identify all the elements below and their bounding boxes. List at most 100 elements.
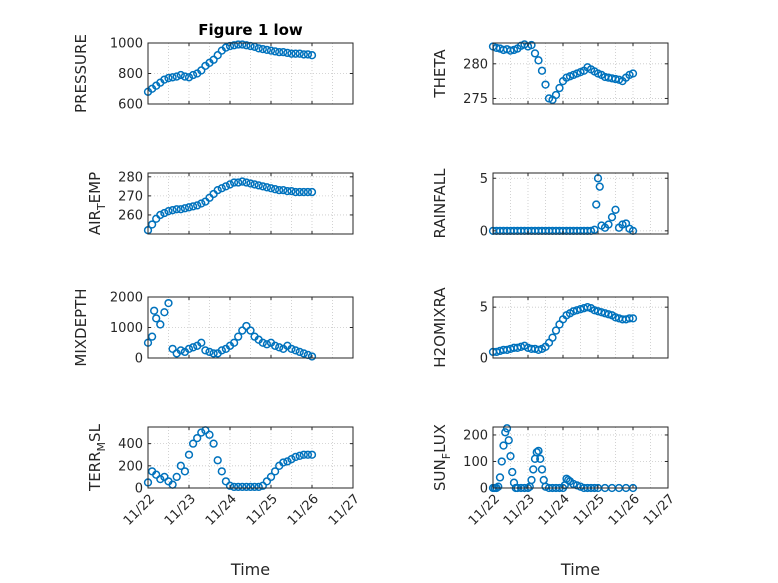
data-point [172,472,181,482]
data-point [275,343,284,352]
y-tick-label: 275 [463,92,488,107]
data-point [283,186,292,196]
data-point [160,208,169,218]
data-point [307,187,317,197]
data-point [604,310,613,319]
x-tick-label: 11/22 [466,492,503,529]
data-point [147,332,157,341]
data-point [234,40,243,49]
x-tick-label: 11/27 [326,492,363,529]
x-tick-label: 11/25 [244,492,281,529]
data-point [287,455,296,464]
data-point [287,49,296,58]
data-point [180,72,190,81]
data-point [262,340,272,349]
data-point [262,183,272,192]
y-axis-label: MIXDEPTH [72,288,90,366]
y-tick-label: 1000 [110,37,143,52]
x-tick-label: 11/23 [162,492,199,529]
data-point [303,187,313,197]
data-point [295,187,304,197]
data-point [184,344,194,354]
data-point [152,314,161,323]
data-point [209,439,218,448]
data-point [197,66,206,75]
data-point [534,56,543,65]
x-tick-label: 11/27 [641,492,678,529]
data-point [193,433,202,443]
data-point [537,465,547,474]
data-point [495,473,505,482]
data-point [254,482,263,492]
data-point [303,50,313,59]
subplot-air: 260 270 280 AIRTEMP [86,170,354,235]
data-point [254,181,263,190]
data-point [551,90,561,100]
data-point [172,72,181,81]
data-point [254,44,263,53]
data-point [238,177,247,186]
data-point [209,55,218,64]
data-point [242,41,251,50]
data-point [262,477,272,486]
data-point [201,346,210,355]
data-point [299,450,308,459]
data-point [168,344,177,354]
data-point [197,338,206,347]
data-point [604,220,613,229]
data-point [150,306,159,315]
data-point [160,308,169,317]
data-point [180,467,190,476]
data-point [537,66,547,75]
data-point [229,178,239,187]
subplot-rainfall: 0 5 RAINFALL [431,168,669,239]
data-point [258,182,267,191]
data-point [299,349,308,358]
data-point [188,439,198,448]
data-point [246,482,255,492]
data-point [279,458,288,467]
data-point [176,205,185,214]
y-tick-label: 5 [480,301,488,316]
data-point [217,184,226,193]
axes-box [492,296,669,359]
data-point [234,178,243,187]
data-point [234,332,243,341]
data-point [607,213,617,222]
data-point [529,465,538,474]
data-point [287,186,296,196]
y-tick-label: 5 [480,172,488,187]
data-point [217,467,226,476]
data-point [295,451,304,460]
data-point [238,326,247,335]
data-point [156,210,165,220]
data-point [213,456,222,465]
subplot-terr: 0 200 400 11/22 11/23 11/24 11/25 11/26 11/27 TER… [86,423,363,579]
data-point [551,326,561,335]
data-point [156,474,165,484]
data-point [180,204,190,213]
data-point [266,46,276,55]
x-tick-label: 11/24 [536,492,573,529]
data-point [307,450,317,459]
data-point [221,43,231,52]
y-tick-label: 1000 [110,321,143,336]
y-tick-label: 0 [480,224,488,239]
data-point [499,441,508,450]
data-point [502,424,512,433]
data-point [164,73,173,83]
data-point [229,41,239,50]
data-point [225,481,235,490]
data-point [193,201,202,210]
data-point [176,346,185,355]
data-point [205,347,214,357]
data-point [184,203,194,212]
data-point [501,428,510,437]
data-point [287,344,296,354]
y-tick-label: 200 [463,428,488,443]
data-point [527,475,536,485]
data-point [221,477,231,486]
data-point [213,186,222,195]
